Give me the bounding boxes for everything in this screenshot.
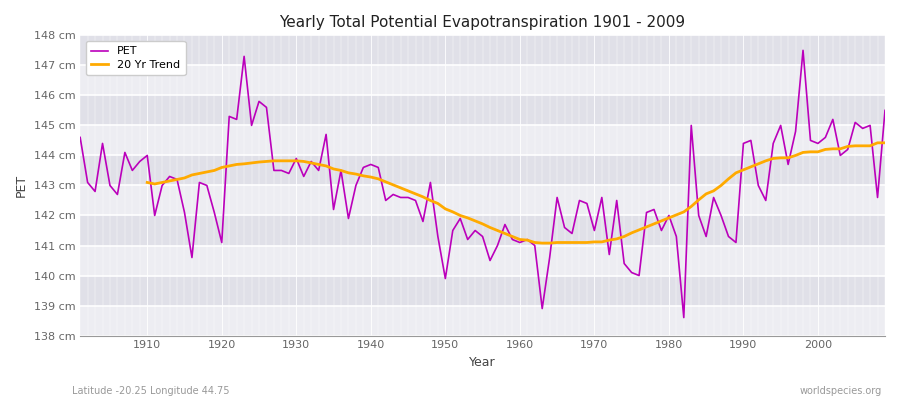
PET — [515, 240, 526, 245]
PET — [679, 315, 689, 320]
PET — [298, 174, 309, 179]
20 Yr Trend — [872, 140, 883, 145]
Bar — [80, 65, 885, 95]
20 Yr Trend — [522, 238, 533, 242]
Bar — [80, 246, 885, 276]
X-axis label: Year: Year — [469, 356, 496, 369]
20 Yr Trend — [284, 158, 294, 163]
PET — [134, 159, 145, 164]
20 Yr Trend — [827, 146, 838, 151]
PET — [343, 216, 354, 221]
Legend: PET, 20 Yr Trend: PET, 20 Yr Trend — [86, 41, 185, 75]
Bar — [80, 306, 885, 336]
Bar — [80, 186, 885, 216]
PET — [879, 108, 890, 113]
PET — [797, 48, 808, 53]
Text: worldspecies.org: worldspecies.org — [800, 386, 882, 396]
Text: Latitude -20.25 Longitude 44.75: Latitude -20.25 Longitude 44.75 — [72, 386, 230, 396]
Line: 20 Yr Trend: 20 Yr Trend — [148, 143, 885, 243]
20 Yr Trend — [142, 180, 153, 185]
PET — [75, 135, 86, 140]
Bar — [80, 126, 885, 156]
20 Yr Trend — [879, 140, 890, 145]
PET — [507, 237, 517, 242]
Y-axis label: PET: PET — [15, 174, 28, 197]
20 Yr Trend — [850, 144, 860, 148]
20 Yr Trend — [589, 240, 599, 244]
PET — [604, 252, 615, 257]
Line: PET: PET — [80, 50, 885, 318]
20 Yr Trend — [536, 241, 547, 246]
20 Yr Trend — [313, 162, 324, 167]
Title: Yearly Total Potential Evapotranspiration 1901 - 2009: Yearly Total Potential Evapotranspiratio… — [280, 15, 686, 30]
